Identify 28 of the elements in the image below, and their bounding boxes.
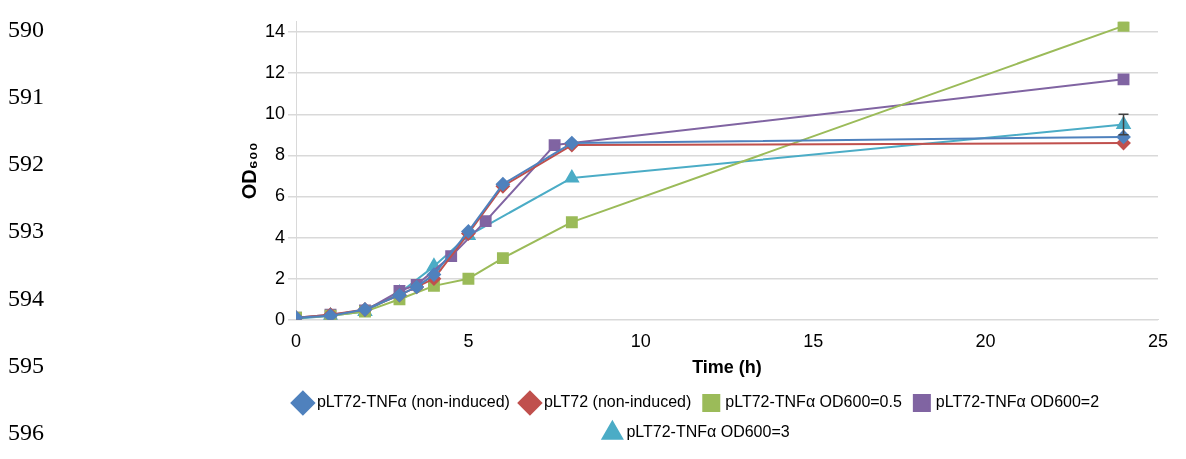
x-tick-label: 0 <box>291 330 302 351</box>
x-tick-label: 5 <box>463 330 474 351</box>
legend-label: pLT72-TNFα (non-induced) <box>316 393 510 411</box>
y-tick-label: 4 <box>275 226 286 247</box>
text: 593 <box>8 217 44 245</box>
x-tick-label: 25 <box>1147 330 1169 351</box>
y-tick-label: 12 <box>264 62 286 83</box>
legend-label: pLT72-TNFα OD600=0.5 <box>725 393 902 411</box>
text: 595 <box>8 351 44 379</box>
y-tick-label: 8 <box>275 144 286 165</box>
text: 592 <box>8 150 44 178</box>
x-tick-label: 20 <box>975 330 996 351</box>
y-tick-label: 14 <box>264 21 286 42</box>
legend-label: pLT72-TNFα OD600=2 <box>935 393 1100 411</box>
y-axis-title: OD₆₀₀ <box>237 142 260 200</box>
y-tick-label: 0 <box>275 308 286 329</box>
text: 591 <box>8 83 44 111</box>
x-tick-label: 10 <box>630 330 651 351</box>
y-tick-label: 10 <box>264 103 286 124</box>
x-axis-title: Time (h) <box>692 357 762 378</box>
text: 594 <box>8 284 44 312</box>
x-tick-label: 15 <box>803 330 824 351</box>
y-tick-label: 2 <box>275 267 286 288</box>
legend-label: pLT72-TNFα OD600=3 <box>626 423 790 441</box>
text: 590 <box>8 16 44 43</box>
legend-label: pLT72 (non-induced) <box>543 393 692 411</box>
text: 596 <box>8 418 44 446</box>
y-tick-label: 6 <box>275 185 286 206</box>
